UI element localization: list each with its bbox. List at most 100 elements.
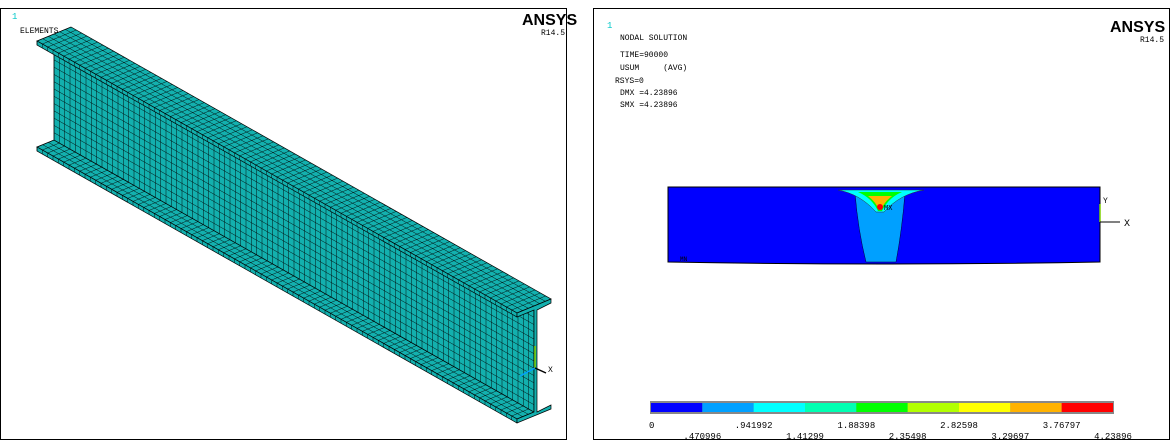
mesh-line xyxy=(53,88,535,362)
mesh-line xyxy=(122,188,140,196)
mesh-line xyxy=(255,263,273,272)
mesh-line xyxy=(378,333,396,341)
legend-label: 3.76797 xyxy=(1043,421,1081,431)
mesh-line xyxy=(52,148,71,157)
legend-label: 4.23896 xyxy=(1094,432,1132,442)
axis-y-label: Y xyxy=(1103,197,1108,206)
mesh-line xyxy=(500,402,519,411)
mesh-line xyxy=(506,405,524,414)
mesh-line xyxy=(95,173,113,181)
mesh-line xyxy=(59,31,540,304)
mesh-line xyxy=(53,96,535,369)
mesh-line xyxy=(53,103,535,376)
mesh-line xyxy=(351,318,369,326)
contour-legend: 0 .470996 .941992 1.41299 1.88398 2.35498 2.82… xyxy=(649,401,1132,442)
legend-swatch xyxy=(805,403,857,412)
mesh-line xyxy=(116,185,135,193)
mesh-line xyxy=(490,396,508,405)
mesh-line xyxy=(53,66,535,340)
mesh-line xyxy=(458,378,476,386)
mesh-line xyxy=(196,230,215,238)
result-line: TIME=90000 xyxy=(620,51,668,60)
axis-x-label: X xyxy=(548,366,553,375)
mesh-line xyxy=(410,351,428,359)
legend-label: 1.88398 xyxy=(837,421,875,431)
max-marker: MX xyxy=(884,205,893,213)
axis-x-label: X xyxy=(1124,219,1130,230)
mesh-line xyxy=(53,74,535,347)
mesh-line xyxy=(314,296,332,305)
legend-label: 2.35498 xyxy=(889,432,927,442)
logo: ANSYS xyxy=(1110,19,1165,36)
mesh-line xyxy=(207,236,225,244)
mesh-line xyxy=(404,348,423,356)
legend-swatch xyxy=(753,403,805,412)
result-line: USUM (AVG) xyxy=(620,64,687,73)
result-line: SMX =4.23896 xyxy=(620,101,678,110)
mesh-line xyxy=(228,248,247,257)
mesh-line xyxy=(180,221,199,229)
mesh-line xyxy=(436,366,455,374)
mesh-line xyxy=(159,209,177,217)
mesh-line xyxy=(468,384,487,393)
legend-swatch xyxy=(959,403,1011,412)
mesh-line xyxy=(330,306,348,314)
mesh-line xyxy=(53,59,535,333)
legend-label: 3.29697 xyxy=(991,432,1029,442)
mesh-line xyxy=(186,224,204,232)
legend-swatch xyxy=(856,403,908,412)
mesh-line xyxy=(234,251,252,260)
mesh-line xyxy=(346,315,364,323)
mesh-line xyxy=(111,182,129,190)
legend-swatch xyxy=(907,403,959,412)
mesh-line xyxy=(154,206,172,214)
mesh-line xyxy=(47,145,65,154)
mesh-line xyxy=(218,242,236,250)
mesh-line xyxy=(415,354,433,362)
mesh-line xyxy=(420,357,439,365)
mesh-line xyxy=(484,393,503,402)
mesh-line xyxy=(53,132,535,405)
mesh-line xyxy=(53,117,535,391)
mesh-line xyxy=(276,275,295,284)
version: R14.5 xyxy=(1140,36,1164,45)
contour-max xyxy=(877,204,883,210)
min-marker: MN xyxy=(680,256,688,263)
mesh-line xyxy=(138,197,156,205)
legend-swatch xyxy=(1061,403,1113,412)
mesh-line xyxy=(319,299,337,308)
mesh-line xyxy=(42,144,523,417)
beam-end xyxy=(516,298,552,424)
legend-label: .941992 xyxy=(735,421,773,431)
mesh-line xyxy=(36,139,55,148)
mesh-line xyxy=(388,339,407,347)
mesh-line xyxy=(239,254,257,263)
mesh-line xyxy=(53,110,535,384)
mesh-line xyxy=(442,369,460,377)
mesh-line xyxy=(53,125,535,398)
mesh-line xyxy=(48,142,529,415)
legend-swatch xyxy=(651,403,703,412)
legend-swatch xyxy=(702,403,754,412)
mesh-line xyxy=(474,387,492,396)
mesh-line xyxy=(84,166,103,175)
mesh-line xyxy=(68,157,87,166)
contour-zone xyxy=(868,196,892,210)
mesh-line xyxy=(511,408,529,417)
mesh-line xyxy=(463,381,481,389)
mesh-line xyxy=(335,309,353,317)
legend-label: 1.41299 xyxy=(786,432,824,442)
mesh-line xyxy=(53,81,535,354)
mesh-line xyxy=(65,29,546,302)
mesh-line xyxy=(298,287,316,296)
left-panel: 1 ELEMENTS ANSYS R14.5 X xyxy=(0,8,577,440)
mesh-line xyxy=(148,203,167,211)
mesh-line xyxy=(308,293,327,302)
mesh-line xyxy=(426,360,444,368)
mesh-line xyxy=(170,215,188,223)
mesh-line xyxy=(383,336,401,344)
mesh-line xyxy=(399,345,417,353)
mesh-line xyxy=(479,390,497,399)
mesh-line xyxy=(260,266,279,275)
